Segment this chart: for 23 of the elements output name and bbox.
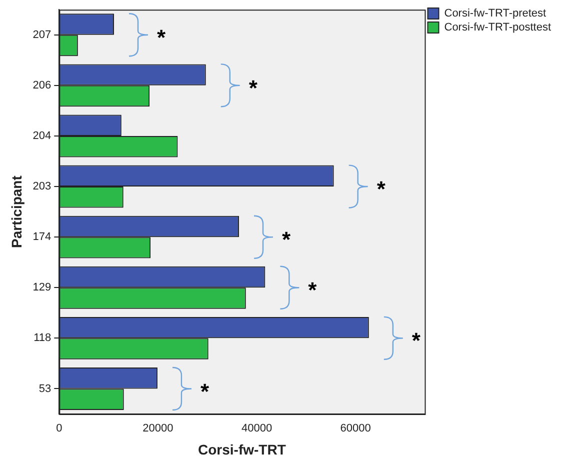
y-tick-label: 129 — [32, 282, 52, 294]
y-tick-label: 118 — [34, 332, 52, 344]
y-tick-label: 203 — [32, 180, 52, 193]
annotation: * — [376, 176, 386, 202]
y-tick-label: 207 — [32, 28, 52, 41]
y-tick-label: 206 — [32, 79, 52, 92]
legend-label: Corsi-fw-TRT-pretest — [444, 8, 546, 20]
x-tick-label: 0 — [56, 422, 62, 435]
annotation: * — [412, 328, 421, 354]
x-tick-label: 40000 — [241, 422, 272, 435]
annotation: * — [156, 24, 166, 50]
y-tick-label: 53 — [38, 382, 52, 395]
x-axis-title: Corsi-fw-TRT — [198, 441, 286, 458]
annotation: * — [308, 278, 318, 303]
y-tick-label: 204 — [32, 130, 52, 142]
annotation: * — [282, 227, 291, 252]
y-tick-label: 174 — [32, 231, 52, 244]
legend-label: Corsi-fw-TRT-posttest — [444, 22, 552, 34]
annotation: * — [200, 378, 210, 404]
x-tick-label: 20000 — [142, 422, 174, 435]
annotation: * — [248, 75, 258, 100]
y-axis-title: Participant — [8, 175, 24, 248]
x-tick-label: 60000 — [340, 422, 371, 435]
